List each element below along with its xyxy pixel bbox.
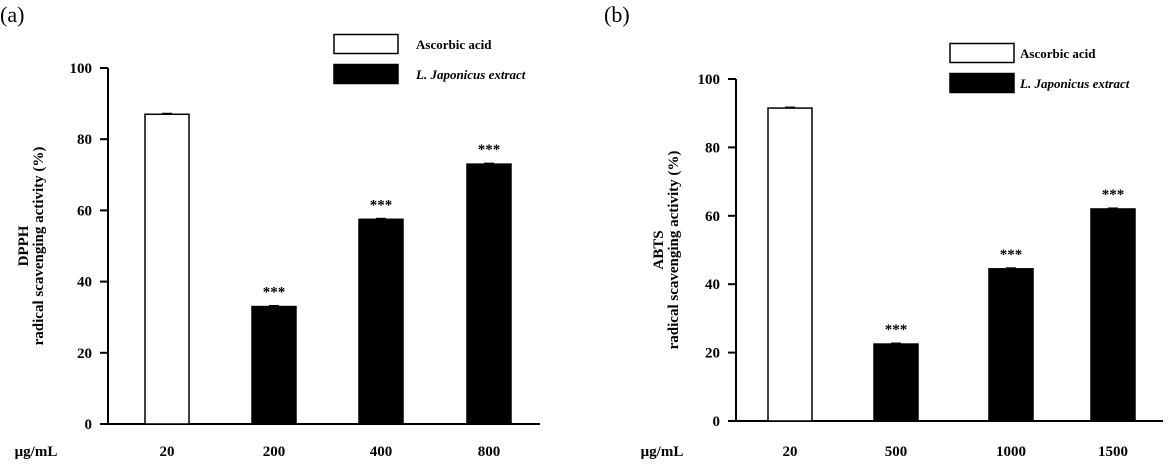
chart1-y-axis-label-2: radical scavenging activity (%)	[31, 147, 47, 346]
chart2-y-tick-label: 100	[698, 72, 721, 88]
chart1-y-tick-label: 80	[77, 132, 92, 148]
chart1-legend-label-2: L. Japonicus extract	[415, 67, 526, 82]
chart2-bar-extract	[988, 268, 1034, 422]
chart1-significance-label: ***	[478, 142, 501, 158]
chart1-bar-extract	[251, 305, 297, 425]
chart1-y-tick-label: 40	[77, 275, 92, 291]
chart1-bar-extract	[358, 218, 404, 425]
chart2-y-axis-label-1: ABTS	[651, 230, 667, 269]
chart1-significance-label: ***	[370, 197, 393, 213]
chart2-legend-swatch-2	[949, 72, 1015, 94]
chart2-significance-label: ***	[1000, 247, 1023, 263]
chart2-y-tick-label: 60	[705, 209, 720, 225]
chart1-x-unit-label: μg/mL	[15, 444, 58, 460]
chart1-y-axis-label-1: DPPH	[16, 225, 32, 266]
chart2-panel-label: (b)	[604, 2, 630, 27]
chart1-y-tick-label: 100	[70, 61, 93, 77]
chart1-legend-swatch-1	[333, 33, 399, 55]
chart2-x-tick-label: 500	[885, 444, 908, 460]
chart2-x-unit-label: μg/mL	[641, 444, 684, 460]
chart1-panel-label: (a)	[0, 2, 24, 27]
chart1-y-tick-label: 0	[85, 417, 93, 433]
chart2-significance-label: ***	[1102, 187, 1125, 203]
chart2-significance-label: ***	[885, 322, 908, 338]
chart1-x-tick-label: 20	[160, 444, 175, 460]
chart1-bar-extract	[466, 163, 512, 425]
chart2-x-tick-label: 20	[783, 444, 798, 460]
chart2-bar-extract	[873, 343, 919, 422]
chart2-bar-extract	[1090, 208, 1136, 422]
chart2-x-tick-label: 1500	[1098, 444, 1128, 460]
chart1-legend-swatch-2	[333, 63, 399, 85]
chart1-y-tick-label: 20	[77, 346, 92, 362]
chart1-x-tick-label: 400	[370, 444, 393, 460]
chart2-legend-label-2: L. Japonicus extract	[1019, 76, 1130, 91]
chart1-bar-ascorbic	[144, 113, 190, 425]
chart2-y-tick-label: 80	[705, 140, 720, 156]
chart1-legend-label-1: Ascorbic acid	[416, 37, 492, 52]
chart2-legend-swatch-1	[949, 42, 1015, 64]
chart2-x-tick-label: 1000	[996, 444, 1026, 460]
chart1-y-tick-label: 60	[77, 203, 92, 219]
chart2-y-tick-label: 0	[713, 414, 721, 430]
chart1-x-tick-label: 200	[263, 444, 286, 460]
chart2-y-tick-label: 20	[705, 346, 720, 362]
chart2-legend-label-1: Ascorbic acid	[1020, 46, 1096, 61]
chart1-significance-label: ***	[263, 285, 286, 301]
chart2-y-tick-label: 40	[705, 277, 720, 293]
chart2-y-axis-label-2: radical scavenging activity (%)	[666, 151, 682, 350]
chart1-x-tick-label: 800	[478, 444, 501, 460]
chart2-bar-ascorbic	[767, 107, 813, 422]
